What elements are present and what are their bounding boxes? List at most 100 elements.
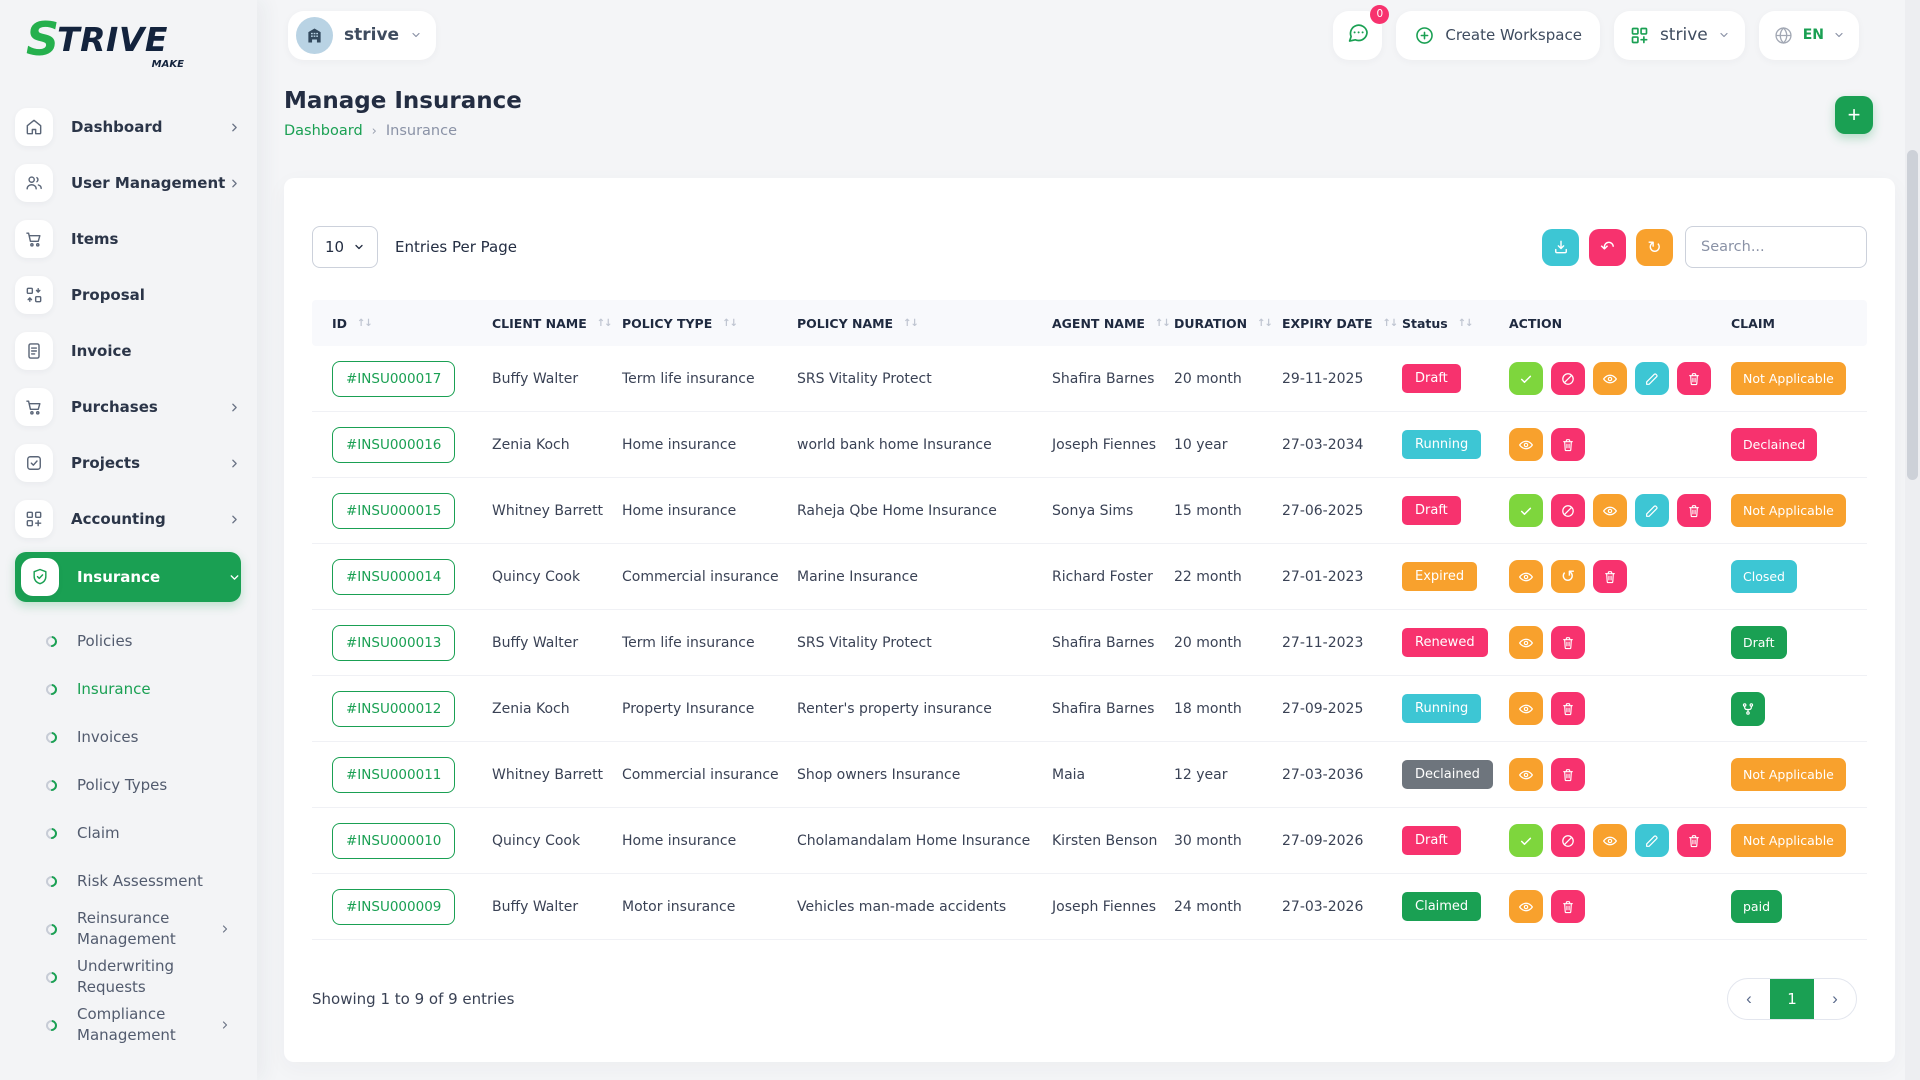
pagination-page-1[interactable]: 1	[1770, 979, 1814, 1019]
submenu-item-insurance[interactable]: Insurance	[0, 666, 257, 712]
sidebar-item-label: Accounting	[71, 510, 166, 528]
recycle-action-button[interactable]: ↺	[1551, 560, 1585, 593]
insurance-id-badge[interactable]: #INSU000015	[332, 492, 456, 529]
check-action-button[interactable]	[1509, 824, 1543, 857]
trash-action-button[interactable]	[1593, 560, 1627, 593]
eye-action-button[interactable]	[1593, 824, 1627, 857]
pencil-action-button[interactable]	[1635, 494, 1669, 527]
eye-action-button[interactable]	[1509, 428, 1543, 461]
workspace-selector[interactable]: strive	[288, 10, 437, 60]
insurance-id-badge[interactable]: #INSU000011	[332, 756, 456, 793]
eye-action-button[interactable]	[1509, 626, 1543, 659]
chevron-down-icon	[355, 244, 363, 250]
ban-action-button[interactable]	[1551, 494, 1585, 527]
ban-action-button[interactable]	[1551, 362, 1585, 395]
trash-action-button[interactable]	[1551, 890, 1585, 923]
submenu-item-compliance-management[interactable]: Compliance Management	[0, 1002, 257, 1048]
language-selector[interactable]: EN	[1758, 10, 1859, 60]
entries-per-page-select[interactable]: 10	[312, 226, 378, 268]
pagination-prev-button[interactable]: ‹	[1728, 979, 1770, 1019]
claim-cell: Not Applicable	[1731, 494, 1847, 527]
refresh-button[interactable]: ↻	[1636, 228, 1673, 266]
insurance-id-badge[interactable]: #INSU000016	[332, 426, 456, 463]
trash-action-button[interactable]	[1551, 428, 1585, 461]
insurance-id-badge[interactable]: #INSU000013	[332, 624, 456, 661]
column-header-policy-name[interactable]: POLICY NAME ↑↓	[797, 315, 919, 331]
insurance-id-badge[interactable]: #INSU000010	[332, 822, 456, 859]
scrollbar-thumb[interactable]	[1907, 150, 1918, 480]
check-action-button[interactable]	[1509, 494, 1543, 527]
insurance-id-badge[interactable]: #INSU000009	[332, 888, 456, 925]
column-header-client-name[interactable]: CLIENT NAME ↑↓	[492, 315, 613, 331]
create-workspace-button[interactable]: Create Workspace	[1396, 10, 1600, 60]
eye-action-button[interactable]	[1593, 494, 1627, 527]
sidebar-item-insurance[interactable]: Insurance	[15, 552, 241, 602]
trash-action-button[interactable]	[1551, 626, 1585, 659]
sidebar-item-projects[interactable]: Projects	[15, 440, 241, 486]
check-action-button[interactable]	[1509, 362, 1543, 395]
column-header-agent-name[interactable]: AGENT NAME ↑↓	[1052, 315, 1171, 331]
insurance-id-badge[interactable]: #INSU000012	[332, 690, 456, 727]
page-title: Manage Insurance	[284, 88, 522, 114]
sidebar-item-items[interactable]: Items	[15, 216, 241, 262]
chat-button[interactable]: 0	[1333, 4, 1390, 60]
sort-icon: ↑↓	[903, 317, 919, 329]
sidebar-item-label: Insurance	[77, 568, 161, 586]
submenu-item-policy-types[interactable]: Policy Types	[0, 762, 257, 808]
sidebar-item-dashboard[interactable]: Dashboard	[15, 104, 241, 150]
export-button[interactable]	[1542, 228, 1579, 266]
ban-action-button[interactable]	[1551, 824, 1585, 857]
submenu-item-invoices[interactable]: Invoices	[0, 714, 257, 760]
submenu-item-reinsurance-management[interactable]: Reinsurance Management	[0, 906, 257, 952]
window-scrollbar[interactable]	[1905, 0, 1920, 1080]
trash-action-button[interactable]	[1551, 758, 1585, 791]
client-name-cell: Whitney Barrett	[492, 502, 604, 519]
chevron-down-icon	[228, 571, 241, 584]
sidebar-item-proposal[interactable]: Proposal	[15, 272, 241, 318]
duration-cell: 12 year	[1174, 766, 1228, 783]
sidebar-item-user-management[interactable]: User Management	[15, 160, 241, 206]
trash-action-button[interactable]	[1551, 692, 1585, 725]
pencil-action-button[interactable]	[1635, 824, 1669, 857]
breadcrumb-dashboard[interactable]: Dashboard	[284, 123, 363, 139]
column-header-id[interactable]: ID ↑↓	[332, 315, 373, 331]
sort-icon: ↑↓	[722, 317, 738, 329]
submenu-item-claim[interactable]: Claim	[0, 810, 257, 856]
org-selector[interactable]: strive	[1613, 10, 1745, 60]
pencil-action-button[interactable]	[1635, 362, 1669, 395]
column-header-expiry-date[interactable]: EXPIRY DATE ↑↓	[1282, 315, 1398, 331]
pagination-next-button[interactable]: ›	[1814, 979, 1856, 1019]
eye-action-button[interactable]	[1509, 692, 1543, 725]
sidebar-item-invoice[interactable]: Invoice	[15, 328, 241, 374]
column-header-status[interactable]: Status ↑↓	[1402, 315, 1473, 331]
submenu-item-underwriting-requests[interactable]: Underwriting Requests	[0, 954, 257, 1000]
policy-name-cell: Marine Insurance	[797, 568, 918, 585]
eye-action-button[interactable]	[1509, 890, 1543, 923]
id-cell: #INSU000014	[332, 558, 492, 595]
eye-action-button[interactable]	[1509, 758, 1543, 791]
trash-action-button[interactable]	[1677, 494, 1711, 527]
eye-action-button[interactable]	[1509, 560, 1543, 593]
trash-action-button[interactable]	[1677, 362, 1711, 395]
submenu-item-policies[interactable]: Policies	[0, 618, 257, 664]
claim-badge: Not Applicable	[1731, 362, 1846, 395]
submenu-item-risk-assessment[interactable]: Risk Assessment	[0, 858, 257, 904]
id-cell: #INSU000013	[332, 624, 492, 661]
add-insurance-button[interactable]: +	[1835, 96, 1873, 134]
insurance-id-badge[interactable]: #INSU000017	[332, 360, 456, 397]
sort-icon: ↑↓	[596, 317, 613, 329]
eye-action-button[interactable]	[1593, 362, 1627, 395]
sidebar-item-purchases[interactable]: Purchases	[15, 384, 241, 430]
sidebar-item-accounting[interactable]: Accounting	[15, 496, 241, 542]
status-cell: Renewed	[1402, 628, 1509, 657]
column-header-policy-type[interactable]: POLICY TYPE ↑↓	[622, 315, 738, 331]
action-cell	[1509, 824, 1731, 857]
insurance-id-badge[interactable]: #INSU000014	[332, 558, 456, 595]
undo-button[interactable]: ↶	[1589, 228, 1626, 266]
claim-action-button[interactable]	[1731, 691, 1765, 726]
status-badge: Running	[1402, 430, 1482, 459]
column-header-duration[interactable]: DURATION ↑↓	[1174, 315, 1273, 331]
trash-action-button[interactable]	[1677, 824, 1711, 857]
table-header-row: ID ↑↓ CLIENT NAME ↑↓ POLICY TYPE ↑↓ POLICY NAM…	[312, 300, 1867, 346]
search-input[interactable]	[1685, 226, 1867, 268]
